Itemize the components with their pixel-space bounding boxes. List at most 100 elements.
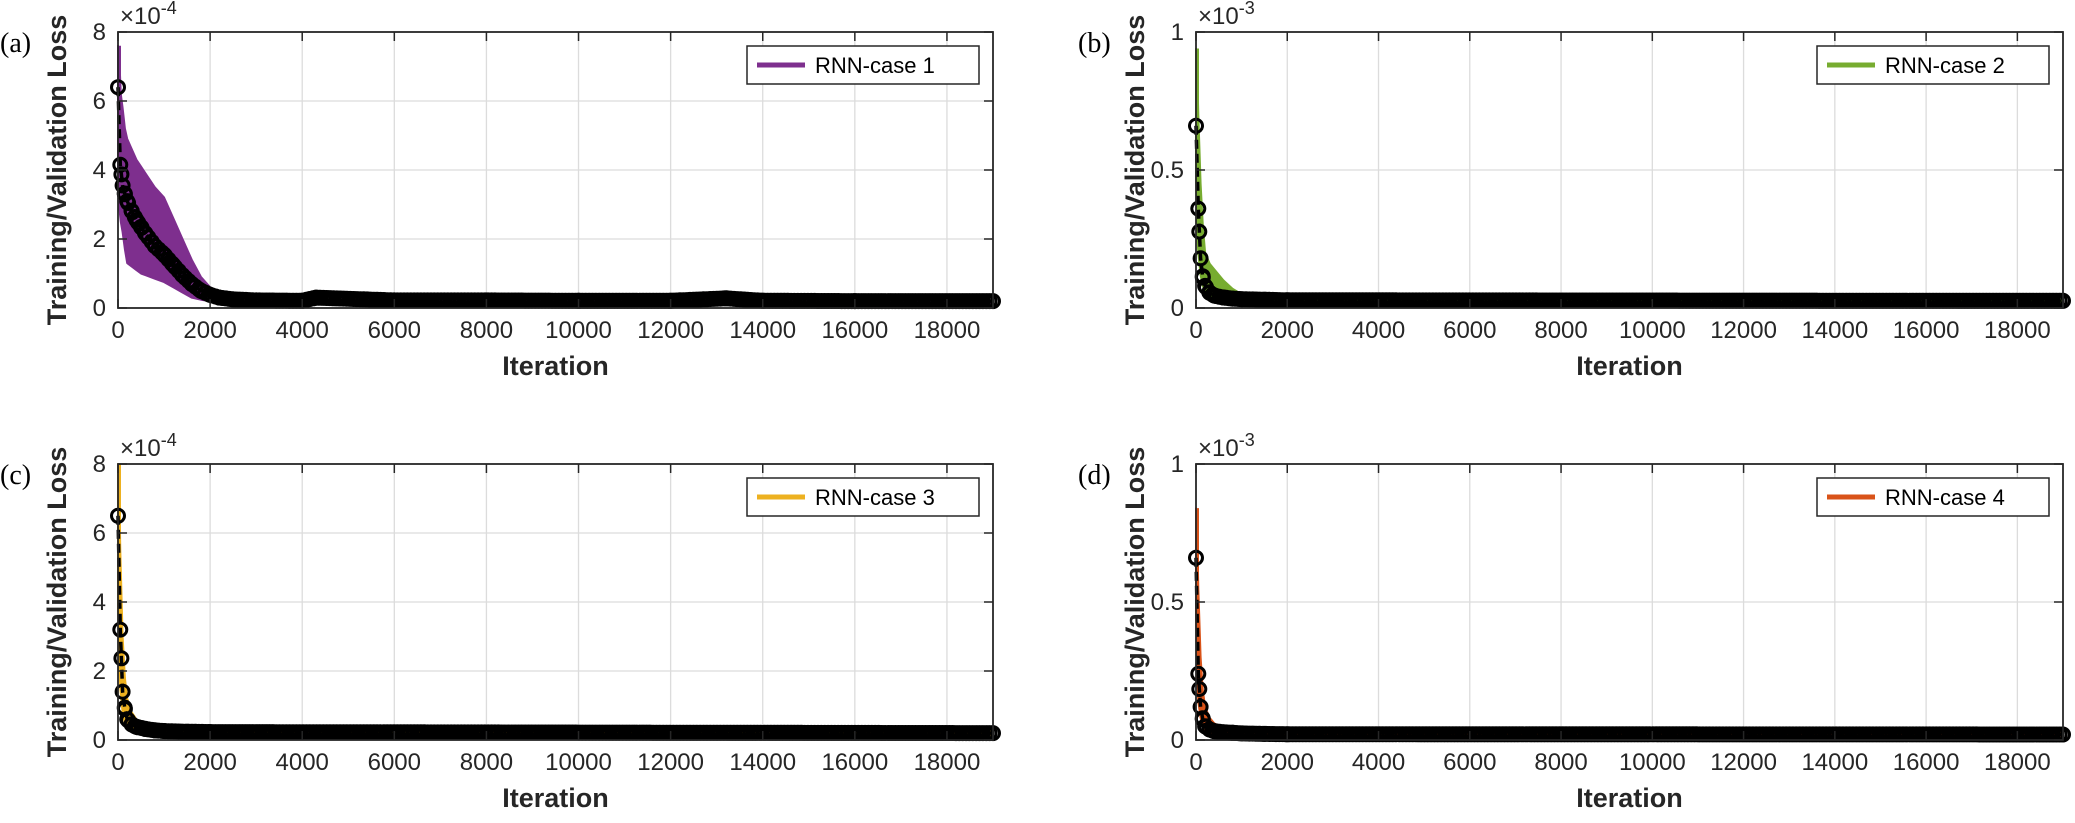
x-tick-label: 18000: [914, 749, 981, 776]
x-tick-label: 4000: [276, 749, 329, 776]
y-exponent-base: ×10: [1198, 435, 1239, 462]
x-tick-label: 6000: [368, 749, 421, 776]
validation-marker: [113, 166, 130, 183]
y-tick-label: 0.5: [1151, 589, 1184, 616]
validation-point: [146, 722, 163, 739]
y-tick-label: 1: [1171, 19, 1184, 46]
x-tick-label: 2000: [183, 749, 236, 776]
x-tick-label: 0: [1189, 317, 1202, 344]
validation-point: [308, 289, 324, 306]
validation-point: [1192, 250, 1209, 267]
chart-panel-1: (a) 0 2000 4000 6000 8000 10000 12000 14000 16000…: [0, 0, 1001, 381]
validation-point: [128, 718, 145, 735]
legend: RNN-case 4: [1816, 477, 2050, 517]
y-exponent-label: ×10-3: [1198, 430, 1255, 462]
validation-point: [112, 156, 129, 173]
validation-point: [1206, 723, 1223, 740]
x-tick-label: 4000: [1352, 749, 1405, 776]
validation-marker: [1191, 223, 1208, 240]
validation-point: [137, 225, 154, 242]
y-exponent-power: -3: [1239, 430, 1255, 450]
x-tick-label: 18000: [1984, 749, 2051, 776]
validation-marker: [113, 650, 130, 667]
y-tick-label: 0: [93, 727, 106, 754]
y-exponent-label: ×10-3: [1198, 0, 1255, 30]
validation-point: [1215, 289, 1232, 306]
x-tick-label: 10000: [545, 317, 612, 344]
validation-point: [1256, 291, 1273, 308]
x-tick-label: 12000: [637, 749, 704, 776]
y-axis-title: Training/Validation Loss: [42, 15, 72, 326]
validation-point: [179, 723, 196, 740]
x-tick-label: 12000: [637, 317, 704, 344]
chart-panel-4: (d) 0 2000 4000 6000 8000 10000 12000 14000 16000…: [1078, 430, 2071, 813]
x-tick-label: 14000: [1801, 749, 1868, 776]
validation-point: [717, 290, 734, 307]
training-loss-band: [1195, 47, 2064, 304]
x-tick-label: 8000: [1534, 317, 1587, 344]
chart-panel-2: (b) 0 2000 4000 6000 8000 10000 12000 14000 16000…: [1078, 0, 2071, 381]
x-tick-label: 8000: [460, 749, 513, 776]
x-tick-label: 4000: [276, 317, 329, 344]
x-axis-title: Iteration: [502, 783, 609, 813]
x-tick-label: 18000: [914, 317, 981, 344]
x-tick-label: 14000: [729, 317, 796, 344]
validation-point: [192, 282, 209, 299]
legend: RNN-case 2: [1816, 45, 2050, 85]
panel-label: (b): [1078, 28, 1111, 59]
x-tick-label: 12000: [1710, 749, 1777, 776]
x-tick-label: 2000: [1261, 749, 1314, 776]
legend-label: RNN-case 2: [1885, 53, 2005, 78]
y-exponent-base: ×10: [1198, 3, 1239, 30]
legend-label: RNN-case 4: [1885, 485, 2005, 510]
validation-point: [225, 291, 242, 308]
x-tick-label: 16000: [1893, 317, 1960, 344]
x-tick-label: 6000: [368, 317, 421, 344]
validation-point: [165, 256, 182, 273]
x-tick-label: 8000: [460, 317, 513, 344]
x-tick-label: 10000: [1619, 749, 1686, 776]
panel-label: (a): [0, 28, 31, 59]
x-axis-title: Iteration: [1576, 351, 1683, 381]
legend: RNN-case 1: [746, 45, 980, 85]
validation-point: [114, 177, 131, 194]
x-tick-label: 18000: [1984, 317, 2051, 344]
validation-point: [156, 723, 173, 739]
y-exponent-label: ×10-4: [120, 430, 177, 462]
y-axis-title: Training/Validation Loss: [1120, 15, 1150, 326]
validation-marker: [1191, 681, 1208, 697]
x-tick-label: 0: [111, 749, 124, 776]
validation-point: [112, 621, 129, 638]
x-tick-label: 4000: [1352, 317, 1405, 344]
y-exponent-power: -4: [161, 0, 177, 18]
training-loss-band: [1195, 507, 2064, 737]
y-tick-label: 2: [93, 658, 106, 685]
validation-loss-line: [1194, 557, 2064, 737]
y-tick-label: 6: [93, 520, 106, 547]
x-axis-title: Iteration: [1576, 783, 1683, 813]
y-tick-label: 4: [93, 157, 106, 184]
validation-point: [248, 292, 265, 309]
validation-point: [1215, 724, 1232, 741]
validation-point: [1233, 291, 1250, 308]
x-tick-label: 0: [111, 317, 124, 344]
y-exponent-power: -3: [1239, 0, 1255, 18]
validation-point: [146, 237, 163, 254]
x-tick-label: 14000: [1801, 317, 1868, 344]
y-exponent-base: ×10: [120, 435, 161, 462]
x-tick-label: 6000: [1443, 749, 1496, 776]
y-tick-label: 0: [1171, 295, 1184, 322]
y-axis-title: Training/Validation Loss: [1120, 447, 1150, 758]
y-tick-label: 2: [93, 226, 106, 253]
x-tick-label: 10000: [545, 749, 612, 776]
y-tick-label: 0: [1171, 727, 1184, 754]
x-tick-label: 16000: [821, 317, 888, 344]
y-tick-label: 0: [93, 295, 106, 322]
x-tick-label: 16000: [821, 749, 888, 776]
x-tick-label: 2000: [1261, 317, 1314, 344]
validation-point: [1190, 200, 1207, 217]
y-tick-label: 6: [93, 88, 106, 115]
y-tick-label: 8: [93, 451, 106, 478]
validation-loss-line: [116, 87, 993, 303]
